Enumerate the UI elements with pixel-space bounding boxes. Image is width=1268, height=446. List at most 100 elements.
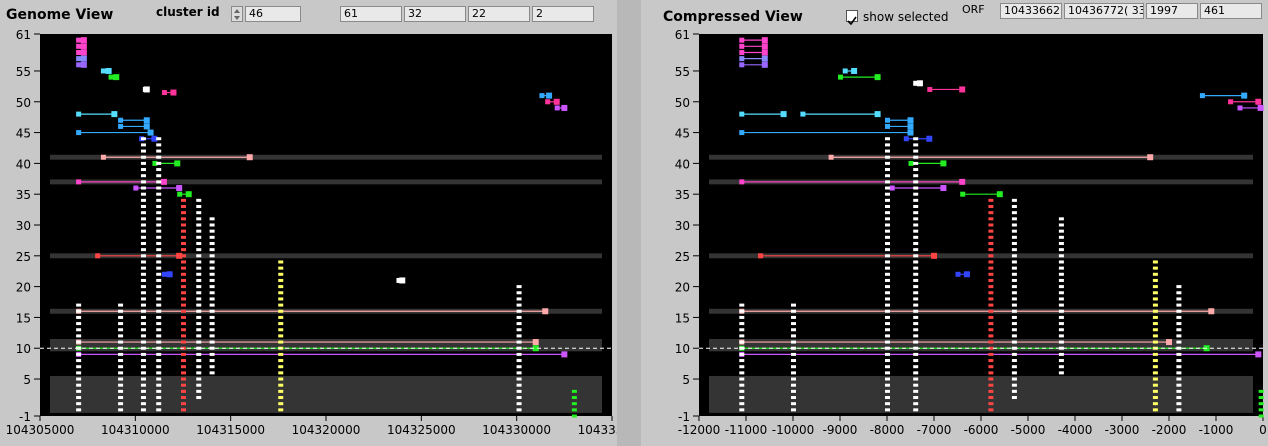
genome-view-plot[interactable]: -1 5 10 15 20 25 30 35 40 45 50 55 61 104305000 104310… <box>0 26 617 446</box>
read-mark <box>196 248 202 252</box>
feature-start <box>76 37 82 43</box>
read-mark <box>181 371 186 375</box>
compressed-view-plot[interactable]: -1 5 10 15 20 25 30 35 40 45 50 55 61 -12000 -11000 -10… <box>641 26 1268 446</box>
read-mark <box>181 260 186 264</box>
read-mark <box>156 248 162 252</box>
read-mark <box>140 408 146 412</box>
read-mark <box>1152 315 1158 319</box>
read-mark <box>739 408 745 412</box>
cluster-id-stepper[interactable] <box>231 6 243 22</box>
read-mark <box>1058 365 1064 369</box>
feature-end <box>80 55 87 62</box>
feature-end <box>80 49 87 56</box>
read-mark <box>156 365 162 369</box>
feature-start <box>903 136 909 142</box>
read-mark <box>885 205 890 209</box>
read-mark <box>278 408 284 412</box>
read-mark <box>196 229 202 233</box>
read-mark <box>209 365 215 369</box>
read-mark <box>156 328 162 332</box>
genome-field-2[interactable]: 32 <box>404 6 466 22</box>
read-mark <box>140 217 146 221</box>
read-mark <box>1058 235 1064 239</box>
feature-start <box>76 111 82 117</box>
read-mark <box>885 198 890 202</box>
feature-start <box>76 56 82 62</box>
read-mark <box>196 328 202 332</box>
read-mark <box>278 359 284 363</box>
read-mark <box>76 365 82 369</box>
genome-field-1[interactable]: 61 <box>340 6 402 22</box>
read-mark <box>278 315 284 319</box>
read-mark <box>1058 346 1064 350</box>
read-mark <box>118 408 124 412</box>
orf-field-1[interactable]: 10433662( <box>1000 3 1062 19</box>
orf-field-3[interactable]: 1997 <box>1146 3 1198 19</box>
read-mark <box>156 315 162 319</box>
shade-band <box>50 253 602 259</box>
x-tick-label: -5000 <box>1011 423 1046 437</box>
read-mark <box>913 223 919 227</box>
read-mark <box>140 278 146 282</box>
read-mark <box>791 383 796 387</box>
x-tick-label: -10000 <box>772 423 815 437</box>
genome-field-4[interactable]: 2 <box>532 6 594 22</box>
cluster-id-field[interactable]: 46 <box>245 6 301 22</box>
read-mark <box>913 389 919 393</box>
read-mark <box>913 346 919 350</box>
read-mark <box>156 303 162 307</box>
read-mark <box>118 389 124 393</box>
feature-end <box>176 252 183 259</box>
read-mark <box>885 365 890 369</box>
read-mark <box>278 322 284 326</box>
feature-end <box>761 61 768 68</box>
read-mark <box>209 346 215 350</box>
feature-end <box>532 345 539 352</box>
read-mark <box>885 359 890 363</box>
read-mark <box>988 383 994 387</box>
read-mark <box>885 340 890 344</box>
read-mark <box>140 359 146 363</box>
y-tick-label: 55 <box>675 65 690 79</box>
read-mark <box>791 352 796 356</box>
read-mark <box>156 334 162 338</box>
read-mark <box>1152 285 1158 289</box>
read-mark <box>209 254 215 258</box>
read-mark <box>739 371 745 375</box>
read-mark <box>156 254 162 258</box>
read-mark <box>1011 217 1017 221</box>
read-mark <box>1011 309 1017 313</box>
read-mark <box>1176 383 1182 387</box>
read-mark <box>791 389 796 393</box>
read-mark <box>1011 272 1017 276</box>
read-mark <box>988 389 994 393</box>
read-mark <box>209 229 215 233</box>
orf-field-2[interactable]: 10436772( 335 <box>1064 3 1144 19</box>
read-mark <box>1058 315 1064 319</box>
read-mark <box>739 322 745 326</box>
read-mark <box>913 248 919 252</box>
read-mark <box>1011 334 1017 338</box>
read-mark <box>76 309 82 313</box>
read-mark <box>156 408 162 412</box>
y-tick-label: 10 <box>675 342 690 356</box>
x-tick-label: 104335000 <box>578 423 617 437</box>
show-selected-checkbox[interactable] <box>846 10 858 26</box>
orf-field-4[interactable]: 461 <box>1200 3 1262 19</box>
stepper-arrows-icon <box>234 9 240 20</box>
read-mark <box>516 322 522 326</box>
x-tick-label: 104320000 <box>292 423 361 437</box>
read-mark <box>739 365 745 369</box>
read-mark <box>278 297 284 301</box>
read-mark <box>209 352 215 356</box>
read-mark <box>181 217 186 221</box>
read-mark <box>913 352 919 356</box>
read-mark <box>1152 365 1158 369</box>
read-mark <box>885 223 890 227</box>
genome-field-3[interactable]: 22 <box>468 6 530 22</box>
read-mark <box>1011 377 1017 381</box>
read-mark <box>791 328 796 332</box>
read-mark <box>140 241 146 245</box>
read-mark <box>516 396 522 400</box>
read-mark <box>140 235 146 239</box>
